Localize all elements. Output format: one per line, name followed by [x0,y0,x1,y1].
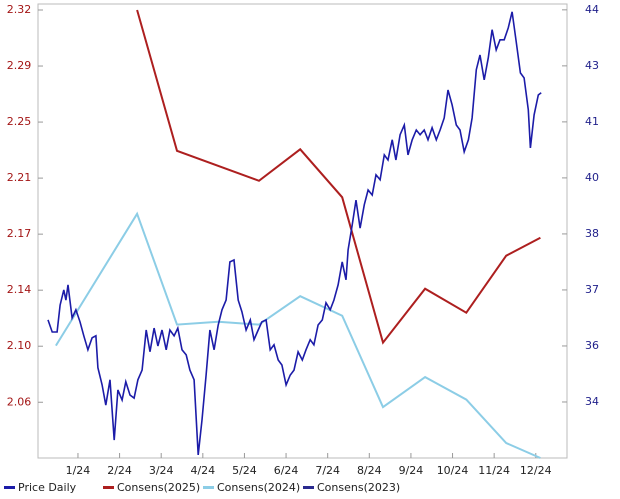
x-tick-label: 5/24 [232,464,257,477]
x-tick-label: 9/24 [399,464,424,477]
y-tick-label: 2.10 [7,339,32,352]
x-tick-label: 6/24 [274,464,299,477]
series-line [136,9,541,345]
y-tick-label: 2.32 [7,3,32,16]
x-tick-label: 10/24 [437,464,469,477]
y2-tick-label: 37 [585,283,599,296]
legend-swatch [103,486,114,489]
x-tick-label: 1/24 [66,464,91,477]
legend-label: Price Daily [18,481,77,494]
series-line [47,11,542,455]
y2-tick-label: 41 [585,115,599,128]
legend-swatch [4,486,15,489]
y2-tick-label: 38 [585,227,599,240]
x-tick-label: 7/24 [315,464,340,477]
y2-tick-label: 36 [585,339,599,352]
y-tick-label: 2.06 [7,395,32,408]
x-tick-label: 11/24 [478,464,510,477]
x-tick-label: 4/24 [190,464,215,477]
y2-tick-label: 44 [585,3,599,16]
y-tick-label: 2.14 [7,283,32,296]
legend-swatch [303,486,314,489]
y-tick-label: 2.25 [7,115,32,128]
legend-label: Consens(2025) [117,481,200,494]
legend-swatch [203,486,214,489]
y2-tick-label: 40 [585,171,599,184]
x-tick-label: 3/24 [149,464,174,477]
x-tick-label: 2/24 [107,464,132,477]
x-tick-label: 8/24 [357,464,382,477]
legend-label: Consens(2023) [317,481,400,494]
legend-label: Consens(2024) [217,481,300,494]
y2-tick-label: 43 [585,59,599,72]
y-tick-label: 2.29 [7,59,32,72]
y-tick-label: 2.21 [7,171,32,184]
y-tick-label: 2.17 [7,227,32,240]
x-tick-label: 12/24 [520,464,552,477]
y2-tick-label: 34 [585,395,599,408]
series-line [55,211,541,459]
